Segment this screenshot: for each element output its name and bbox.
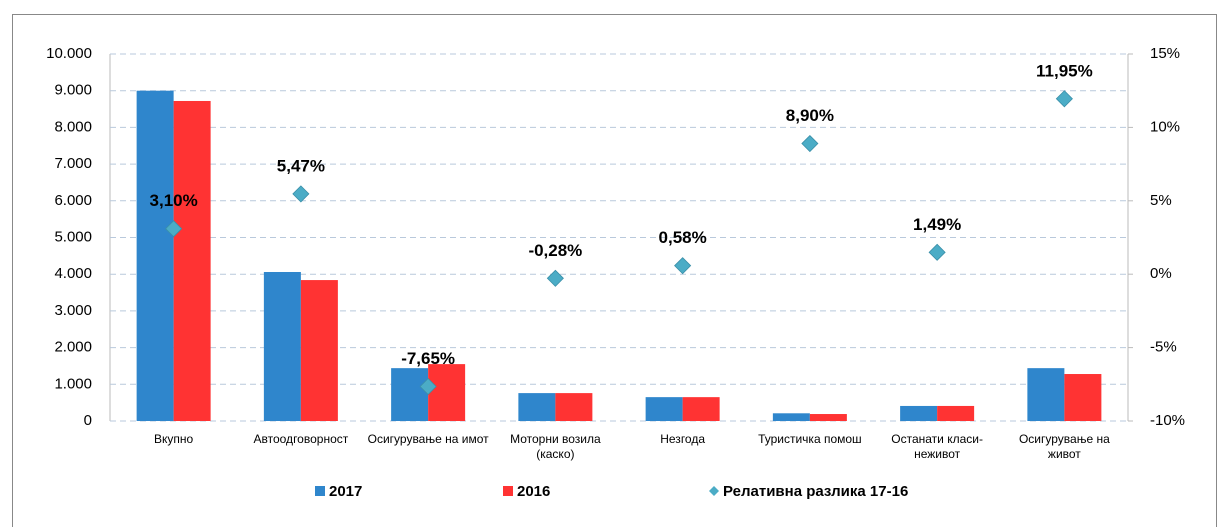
y-tick-label: 5.000 <box>54 228 92 245</box>
bar <box>391 368 429 421</box>
y-tick-label: 9.000 <box>54 82 92 99</box>
y2-tick-label: -10% <box>1150 412 1185 429</box>
diamond-point <box>546 269 564 287</box>
bar <box>300 280 338 421</box>
x-tick-label: Туристичка помош <box>758 432 862 446</box>
y2-tick-label: 0% <box>1150 265 1172 282</box>
bar <box>809 414 847 421</box>
data-label: -0,28% <box>528 241 582 260</box>
legend-marker <box>315 486 325 496</box>
x-tick-label: Останати класи-неживот <box>891 432 983 461</box>
legend-label: Релативна разлика 17-16 <box>723 483 908 500</box>
bar <box>1027 368 1065 421</box>
bar <box>1064 374 1102 421</box>
y-tick-label: 4.000 <box>54 265 92 282</box>
diamond-point <box>928 243 946 261</box>
data-label: -7,65% <box>401 349 455 368</box>
y2-tick-label: 10% <box>1150 118 1180 135</box>
bar <box>518 393 556 421</box>
y-tick-label: 8.000 <box>54 118 92 135</box>
y-tick-label: 10.000 <box>46 45 92 62</box>
y2-tick-label: 15% <box>1150 45 1180 62</box>
data-label: 1,49% <box>913 215 961 234</box>
bar <box>645 397 683 421</box>
diamond-point <box>165 220 183 238</box>
y-tick-label: 0 <box>84 412 92 429</box>
x-tick-label: Незгода <box>660 432 706 446</box>
bar <box>682 397 720 421</box>
x-tick-label: Осигурување на живот <box>1018 432 1110 461</box>
x-tick-label: Моторни возила (каско) <box>510 432 601 461</box>
legend-label: 2017 <box>329 483 362 500</box>
y-tick-label: 1.000 <box>54 375 92 392</box>
data-label: 8,90% <box>786 106 834 125</box>
bar <box>937 405 975 421</box>
bar <box>263 271 301 421</box>
bar <box>900 405 938 421</box>
y-tick-label: 3.000 <box>54 302 92 319</box>
diamond-point <box>674 257 692 275</box>
legend-marker <box>709 486 719 496</box>
y2-tick-label: -5% <box>1150 339 1177 356</box>
data-label: 5,47% <box>277 156 325 175</box>
bar <box>428 364 466 421</box>
bar <box>173 100 211 421</box>
x-tick-label: Вкупно <box>154 432 194 446</box>
y-tick-label: 2.000 <box>54 339 92 356</box>
data-label: 11,95% <box>1036 61 1093 80</box>
bar <box>555 393 593 421</box>
y-tick-label: 6.000 <box>54 192 92 209</box>
x-tick-label: Осигурување на имот <box>367 432 489 446</box>
x-tick-label: Автоодговорност <box>253 432 349 446</box>
bar <box>772 413 810 421</box>
y-tick-label: 7.000 <box>54 155 92 172</box>
diamond-point <box>1055 90 1073 108</box>
chart-border <box>12 14 1217 527</box>
legend-marker <box>503 486 513 496</box>
legend-label: 2016 <box>517 483 550 500</box>
y2-tick-label: 5% <box>1150 192 1172 209</box>
diamond-point <box>292 185 310 203</box>
data-label: 0,58% <box>659 228 707 247</box>
data-label: 3,10% <box>150 191 198 210</box>
bar <box>136 90 174 421</box>
diamond-point <box>419 377 437 396</box>
diamond-point <box>801 134 819 153</box>
